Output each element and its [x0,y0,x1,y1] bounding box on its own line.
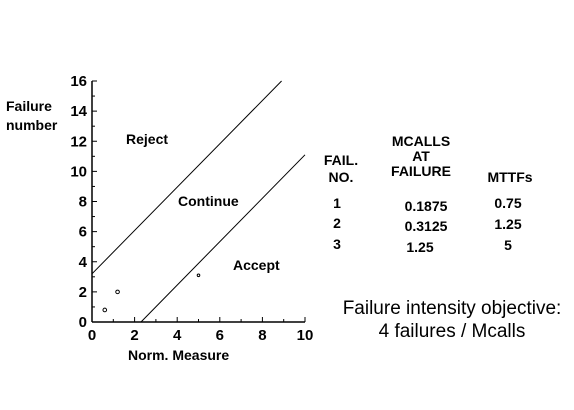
cell-mcalls-3: 1.25 [406,239,434,255]
accept-boundary-line [140,154,306,323]
cell-mcalls-1: 0.1875 [404,198,448,214]
tick-labels: 0 2 4 6 8 10 0 2 4 6 8 10 12 14 16 [70,73,313,344]
region-label-continue: Continue [178,193,239,209]
cell-mttfs-3: 5 [504,237,512,253]
y-tick-label: 2 [79,284,87,301]
y-axis-label: Failure number [6,98,58,133]
x-tick-label: 8 [258,327,266,344]
x-tick-label: 2 [130,327,138,344]
cell-fail-3: 3 [333,236,341,252]
region-label-reject: Reject [126,131,169,147]
header-mttfs: MTTFs [478,169,542,185]
cell-mttfs-2: 1.25 [494,216,522,232]
header-fail-no: FAIL. NO. [312,152,370,186]
cell-mcalls-2: 0.3125 [404,218,448,234]
x-axis-label: Norm. Measure [128,347,230,363]
y-tick-label: 10 [70,163,87,180]
tick-marks [91,80,306,323]
header-fail-line1: FAIL. [323,152,359,168]
failure-point-1 [102,307,108,313]
header-mttfs-line1: MTTFs [487,169,533,185]
x-tick-label: 10 [297,327,314,344]
cell-mttfs-1: 0.75 [494,195,522,211]
failure-point-3 [196,273,201,278]
x-tick-label: 4 [173,327,182,344]
header-mcalls-line1: MCALLS [391,133,451,149]
cell-fail-2: 2 [333,215,341,231]
region-label-accept: Accept [233,257,280,273]
y-tick-label: 6 [79,224,87,241]
failure-points [102,273,201,313]
x-tick-label: 6 [216,327,224,344]
failure-intensity-objective: Failure intensity objective: 4 failures … [330,297,574,343]
objective-line2: 4 failures / Mcalls [378,321,526,342]
y-tick-label: 4 [79,254,88,271]
y-tick-label: 14 [70,103,87,120]
y-tick-label: 16 [70,73,87,90]
header-mcalls-line2: AT [412,148,430,164]
boundary-lines [91,80,306,323]
y-tick-label: 12 [70,133,87,150]
x-tick-label: 0 [88,327,96,344]
cell-fail-1: 1 [333,195,341,211]
failure-point-2 [115,289,120,295]
header-fail-line2: NO. [328,169,354,185]
header-mcalls-line3: FAILURE [391,163,451,179]
y-tick-label: 0 [79,314,87,331]
objective-line1: Failure intensity objective: [342,298,562,319]
reject-boundary-line [91,80,282,275]
y-tick-label: 8 [79,194,87,211]
header-mcalls-at-failure: MCALLS AT FAILURE [376,134,466,179]
